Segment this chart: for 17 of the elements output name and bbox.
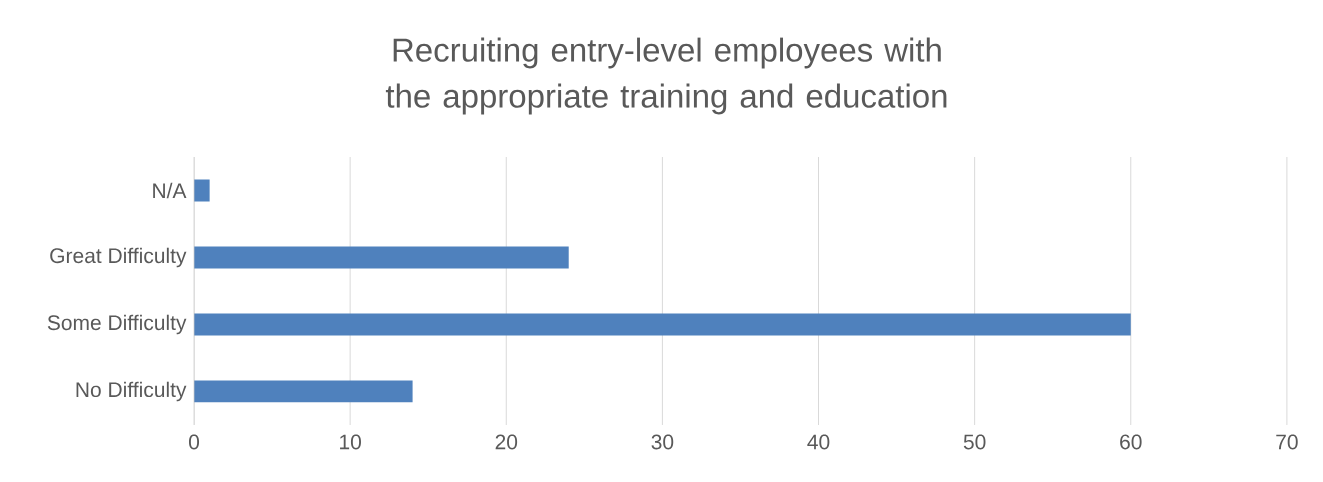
x-tick-label: 70: [1276, 434, 1298, 450]
x-tick-label: 0: [188, 434, 200, 450]
y-tick-label: Great Difficulty: [50, 247, 187, 268]
x-tick-label: 40: [807, 434, 830, 450]
x-tick-label: 60: [1120, 434, 1142, 450]
chart-title: Recruiting entry-level employees with the appropriate training and education: [385, 37, 947, 115]
bar: [194, 313, 1131, 336]
y-tick-label: No Difficulty: [76, 381, 187, 402]
y-tick-label: N/A: [153, 182, 187, 199]
x-tick-label: 50: [963, 434, 986, 450]
bar: [194, 380, 413, 403]
bar: [194, 246, 569, 269]
bar: [194, 179, 210, 202]
x-tick-label: 30: [651, 434, 674, 450]
x-tick-label: 20: [495, 434, 518, 450]
x-tick-label: 10: [340, 434, 361, 450]
y-tick-label: Some Difficulty: [47, 314, 187, 335]
